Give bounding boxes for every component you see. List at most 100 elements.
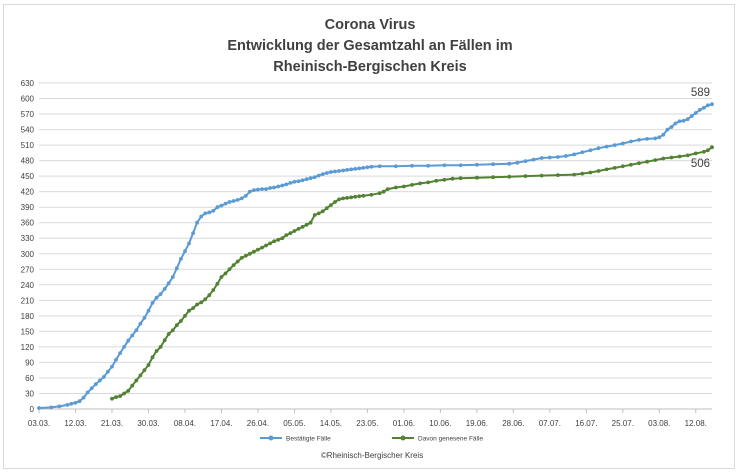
data-point — [324, 171, 329, 175]
data-point — [629, 162, 633, 167]
x-tick-label: 10.06. — [429, 419, 451, 428]
y-tick-label: 390 — [21, 203, 35, 212]
y-tick-label: 120 — [21, 343, 35, 352]
data-point — [179, 257, 183, 261]
data-point — [118, 351, 122, 355]
data-point — [324, 206, 329, 211]
data-point — [710, 102, 714, 107]
data-point — [341, 196, 345, 201]
data-point — [669, 155, 674, 160]
chart-frame: Corona Virus Entwicklung der Gesamtzahl … — [3, 4, 735, 469]
data-point — [239, 256, 244, 260]
data-point — [329, 170, 333, 174]
x-tick-label: 25.07. — [612, 419, 634, 428]
y-tick-label: 0 — [30, 405, 35, 414]
data-point — [588, 170, 593, 175]
data-point — [458, 163, 463, 168]
legend-label-recovered: Davon genesene Fälle — [418, 436, 483, 443]
data-point — [539, 173, 544, 178]
data-point — [97, 378, 102, 383]
data-point — [564, 154, 568, 158]
data-point — [146, 363, 151, 367]
data-point — [475, 175, 479, 180]
title-line-2: Entwicklung der Gesamtzahl an Fällen im — [227, 38, 512, 54]
data-point — [199, 300, 204, 305]
data-point — [450, 176, 455, 181]
y-tick-label: 540 — [21, 126, 35, 135]
data-point — [239, 196, 244, 201]
data-point — [410, 163, 414, 168]
data-point — [702, 149, 706, 154]
data-point — [284, 233, 289, 238]
series-recovered — [110, 145, 714, 401]
data-point — [393, 185, 398, 190]
data-point — [81, 395, 86, 400]
data-point — [106, 369, 110, 374]
data-point — [523, 159, 528, 164]
data-point — [292, 179, 297, 184]
data-point — [620, 141, 625, 146]
title-line-3: Rheinisch-Bergischen Kreis — [273, 59, 466, 75]
data-point — [252, 188, 256, 193]
data-point — [369, 164, 374, 169]
data-point — [170, 328, 175, 333]
data-point — [357, 194, 362, 199]
data-point — [134, 328, 139, 333]
data-point — [547, 155, 552, 160]
data-point — [685, 153, 690, 158]
data-point — [231, 263, 236, 267]
data-point — [215, 205, 220, 210]
data-point — [247, 251, 252, 256]
data-point — [150, 355, 155, 360]
data-point — [227, 200, 232, 204]
data-point — [620, 164, 625, 169]
data-point — [515, 160, 520, 165]
data-point — [491, 175, 495, 180]
data-point — [442, 163, 447, 168]
data-point — [154, 349, 159, 353]
y-axis: 0 30 60 90 120 150 180 210 240 270 300 330 360 390 420… — [21, 79, 35, 414]
data-point — [316, 211, 321, 216]
data-point — [154, 295, 159, 300]
y-tick-label: 240 — [21, 281, 35, 290]
x-tick-label: 03.03. — [28, 419, 50, 428]
data-point — [308, 176, 313, 181]
data-point — [284, 182, 289, 187]
data-point — [304, 222, 309, 227]
data-point — [260, 245, 264, 250]
data-point — [706, 103, 710, 108]
data-point — [341, 168, 345, 173]
data-point — [162, 287, 167, 291]
data-point — [114, 395, 118, 399]
data-point — [337, 169, 341, 173]
data-point — [572, 172, 577, 177]
data-point — [243, 193, 248, 198]
x-tick-label: 16.07. — [575, 419, 597, 428]
data-point — [426, 163, 431, 168]
data-point — [316, 173, 321, 178]
data-point — [653, 158, 658, 163]
data-point — [333, 200, 337, 204]
y-tick-label: 300 — [21, 250, 35, 259]
data-point — [523, 174, 528, 179]
data-point — [402, 184, 406, 189]
data-point — [191, 231, 196, 236]
x-tick-label: 14.05. — [320, 419, 342, 428]
data-point — [126, 389, 131, 393]
data-point — [393, 164, 398, 169]
x-tick-label: 12.03. — [64, 419, 86, 428]
data-point — [134, 378, 139, 383]
data-point — [345, 168, 349, 172]
data-point — [612, 143, 617, 148]
legend-marker-recovered — [400, 435, 406, 441]
data-point — [183, 249, 187, 254]
data-point — [211, 288, 216, 292]
data-point — [507, 174, 512, 179]
data-point — [122, 391, 126, 396]
data-point — [223, 271, 228, 276]
data-point — [211, 208, 216, 213]
data-point — [361, 193, 366, 198]
data-point — [57, 404, 62, 409]
data-point — [357, 166, 362, 171]
data-point — [377, 191, 382, 196]
